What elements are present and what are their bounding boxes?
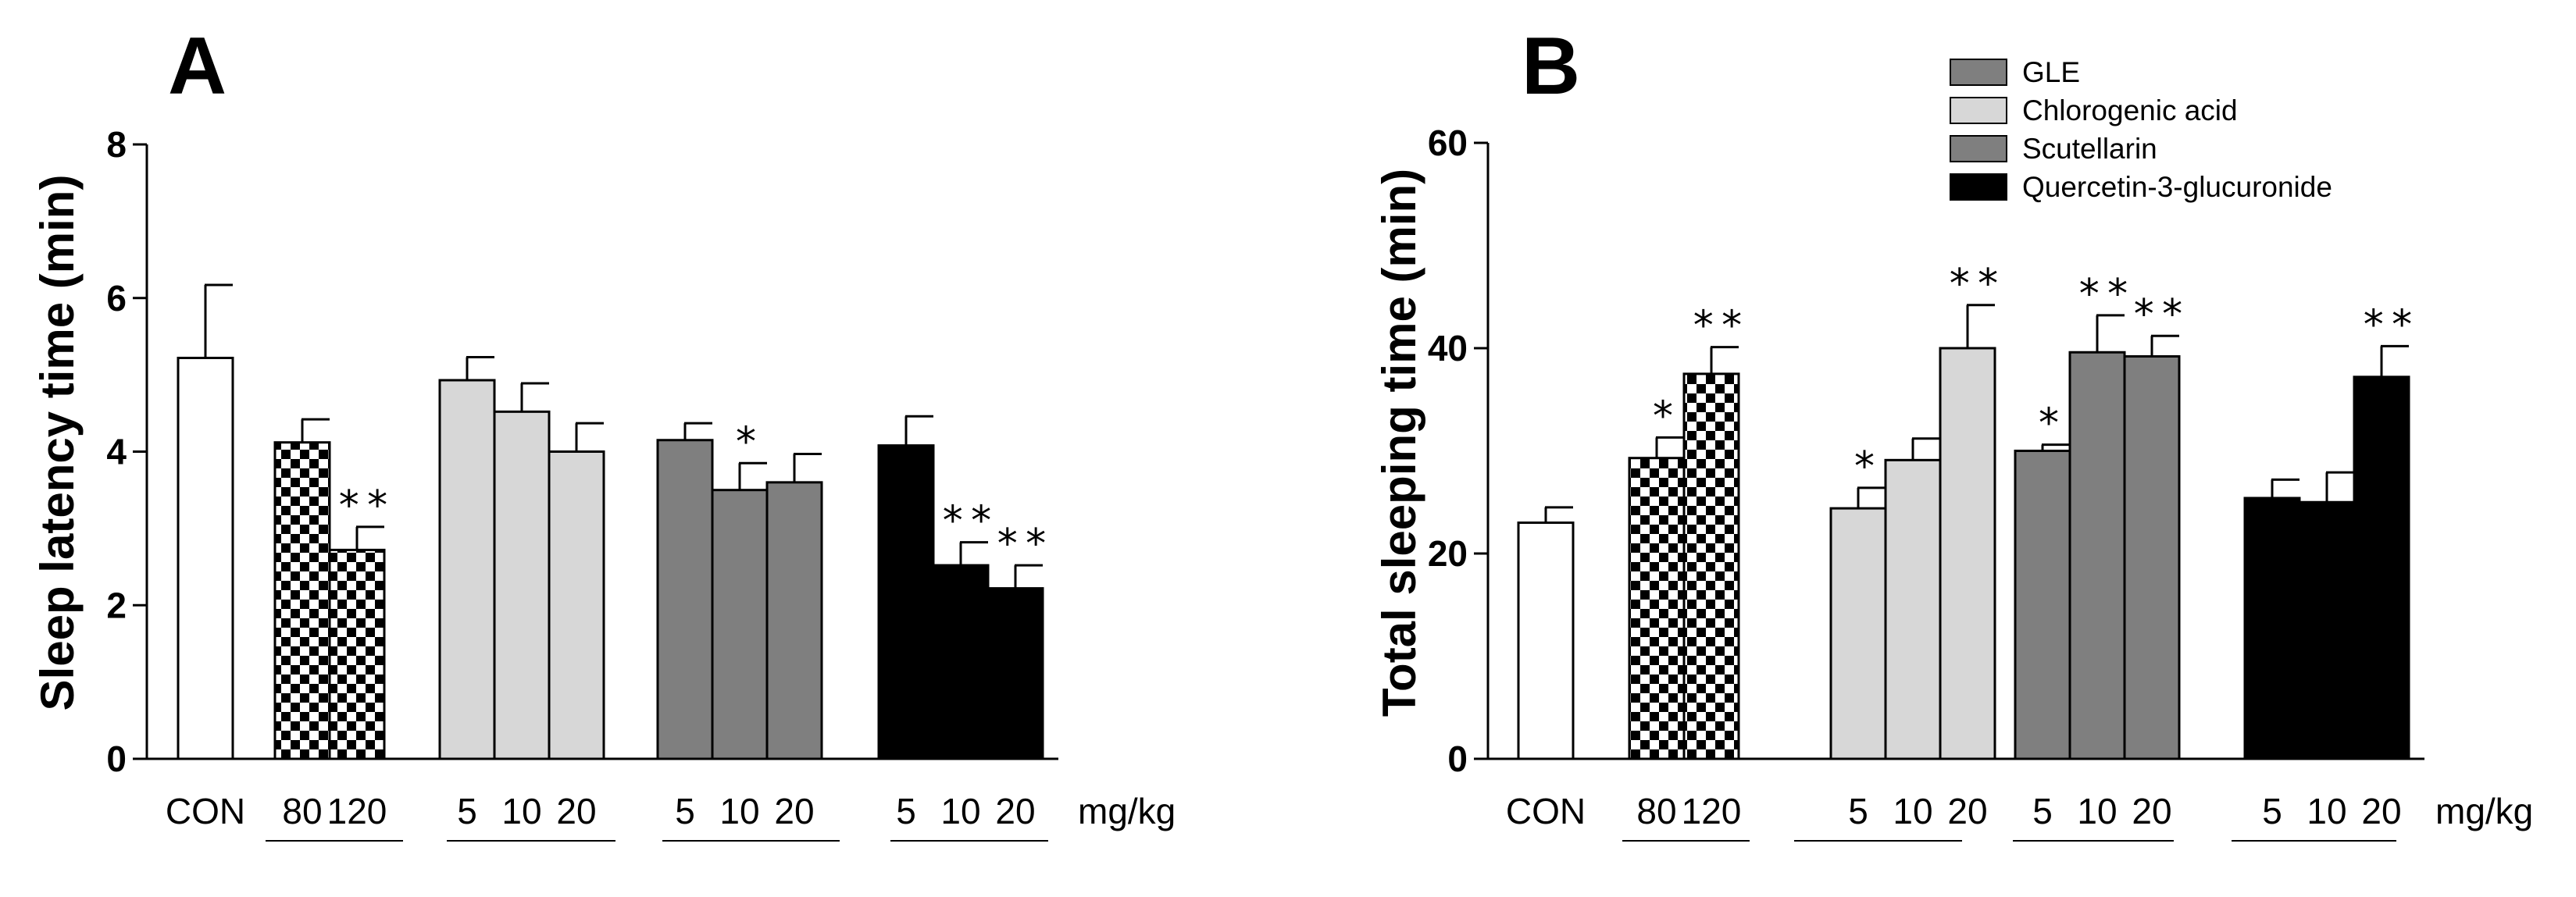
legend-label: Chlorogenic acid — [2022, 94, 2238, 126]
panel-a-bar-con-CON — [177, 356, 234, 760]
panel-b-significance-marker: * * — [2079, 271, 2128, 318]
panel-a-y-tick-label: 0 — [106, 739, 127, 779]
panel-a-bar-chlorogenic-acid-5 — [438, 379, 496, 760]
panel-b-bar-gle-80 — [1628, 457, 1686, 760]
panel-b-y-axis-title: Total sleeping time (min) — [1373, 169, 1425, 717]
panel-a-significance-marker: * * — [997, 521, 1046, 568]
panel-a-chart: 0 2 4 6 8 CON 80 * * 120 5 10 20 5 * 10 20 5 * * 10 * * 20 mg… — [106, 124, 1176, 842]
panel-a-y-tick-label: 8 — [106, 124, 127, 165]
panel-a-dose-label: CON — [166, 791, 245, 831]
panel-b-bar-quercetin-3-glucuronide-5 — [2243, 497, 2301, 760]
panel-b-dose-label: 5 — [2262, 791, 2282, 831]
panel-a-y-tick-label: 4 — [106, 432, 127, 472]
panel-b-bar-scutellarin-10 — [2068, 351, 2126, 760]
panel-b-significance-marker: * * — [1950, 261, 1998, 308]
panel-b-significance-marker: * — [1854, 443, 1875, 490]
panel-a-bar-scutellarin-5 — [656, 439, 714, 760]
panel-b-y-tick-label: 40 — [1428, 328, 1468, 368]
legend-swatch — [1950, 97, 2007, 124]
panel-a-bar-quercetin-3-glucuronide-5 — [877, 444, 935, 760]
panel-b-significance-marker: * * — [1693, 303, 1742, 350]
panel-a-dose-label: 20 — [774, 791, 814, 831]
panel-b-bar-quercetin-3-glucuronide-20 — [2353, 376, 2410, 760]
panel-a-bar-gle-120 — [328, 548, 386, 760]
panel-b-dose-label: 10 — [1893, 791, 1932, 831]
panel-a-significance-marker: * * — [339, 482, 387, 529]
panel-a-dose-label: 80 — [282, 791, 322, 831]
panel-b-bar-quercetin-3-glucuronide-10 — [2298, 500, 2356, 760]
panel-a-y-tick-label: 2 — [106, 585, 127, 625]
panel-b-dose-label: 5 — [1848, 791, 1868, 831]
panel-a-unit-label: mg/kg — [1078, 791, 1176, 831]
panel-b-unit-label: mg/kg — [2435, 791, 2533, 831]
panel-b-bar-chlorogenic-acid-20 — [1939, 347, 1996, 760]
panel-b-dose-label: 20 — [2361, 791, 2401, 831]
panel-b-y-tick-label: 20 — [1428, 533, 1468, 574]
legend-label: Quercetin-3-glucuronide — [2022, 171, 2332, 203]
panel-b-bar-chlorogenic-acid-5 — [1829, 507, 1887, 760]
panel-a-bar-chlorogenic-acid-20 — [548, 450, 605, 760]
panel-a-dose-label: 10 — [501, 791, 541, 831]
legend-swatch — [1950, 173, 2007, 201]
legend-swatch — [1950, 59, 2007, 86]
panel-a-bar-quercetin-3-glucuronide-10 — [932, 564, 990, 760]
panel-b-significance-marker: * — [2039, 400, 2059, 447]
legend-label: GLE — [2022, 56, 2080, 88]
panel-b-dose-label: 10 — [2077, 791, 2117, 831]
panel-a-dose-label: 5 — [675, 791, 695, 831]
panel-a-dose-label: 5 — [457, 791, 477, 831]
panel-a-significance-marker: * — [736, 418, 756, 465]
panel-b-dose-label: CON — [1506, 791, 1586, 831]
panel-a-dose-label: 20 — [995, 791, 1035, 831]
panel-b-dose-label: 120 — [1682, 791, 1742, 831]
panel-a-bar-scutellarin-20 — [765, 481, 823, 760]
panel-a-bar-chlorogenic-acid-10 — [493, 410, 551, 760]
panel-a-bar-scutellarin-10 — [711, 489, 769, 760]
panel-b-y-tick-label: 60 — [1428, 123, 1468, 163]
panel-a-dose-label: 120 — [327, 791, 387, 831]
panel-a-y-tick-label: 6 — [106, 278, 127, 319]
panel-a-y-axis-title: Sleep latency time (min) — [31, 175, 84, 711]
panel-b-bar-scutellarin-5 — [2014, 450, 2071, 760]
panel-b-dose-label: 10 — [2307, 791, 2346, 831]
panel-b-bar-scutellarin-20 — [2123, 355, 2181, 760]
panel-b-letter: B — [1522, 21, 1580, 112]
panel-a-bar-quercetin-3-glucuronide-20 — [987, 587, 1044, 760]
panel-b-bar-con-CON — [1517, 521, 1575, 760]
panel-a-dose-label: 10 — [940, 791, 980, 831]
panel-b-significance-marker: * * — [2364, 301, 2412, 348]
legend: GLE Chlorogenic acid Scutellarin Quercetin-… — [1950, 56, 2332, 203]
panel-b-significance-marker: * * — [2134, 291, 2182, 338]
panel-a-letter: A — [168, 21, 227, 112]
panel-b-significance-marker: * — [1653, 393, 1673, 440]
panel-a-dose-label: 10 — [719, 791, 759, 831]
panel-a-significance-marker: * * — [943, 498, 991, 545]
panel-a-dose-label: 20 — [556, 791, 596, 831]
panel-b-dose-label: 5 — [2032, 791, 2053, 831]
panel-b-dose-label: 80 — [1636, 791, 1676, 831]
legend-swatch — [1950, 135, 2007, 162]
panel-a-bar-gle-80 — [273, 441, 331, 760]
panel-b-bar-chlorogenic-acid-10 — [1884, 458, 1942, 760]
panel-b-dose-label: 20 — [1947, 791, 1987, 831]
panel-b-chart: 0 20 40 60 CON * 80 * * 120 * 5 10 * * 20 * 5 * * 10 * * 20… — [1428, 123, 2533, 842]
panel-a-dose-label: 5 — [896, 791, 916, 831]
panel-b-y-tick-label: 0 — [1447, 739, 1468, 779]
panel-b-bar-gle-120 — [1682, 372, 1740, 760]
panel-b-dose-label: 20 — [2132, 791, 2171, 831]
legend-label: Scutellarin — [2022, 133, 2157, 165]
